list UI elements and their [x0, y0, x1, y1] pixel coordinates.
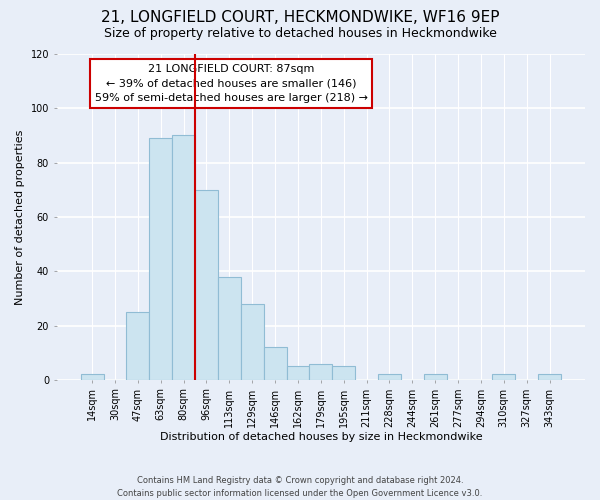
Bar	[538, 374, 561, 380]
Bar	[310, 364, 332, 380]
Bar	[195, 190, 218, 380]
Bar	[378, 374, 401, 380]
Bar	[493, 374, 515, 380]
Bar	[332, 366, 355, 380]
Bar	[172, 136, 195, 380]
Text: Contains HM Land Registry data © Crown copyright and database right 2024.
Contai: Contains HM Land Registry data © Crown c…	[118, 476, 482, 498]
Bar	[263, 347, 287, 380]
Y-axis label: Number of detached properties: Number of detached properties	[15, 129, 25, 304]
Bar	[424, 374, 446, 380]
Text: Size of property relative to detached houses in Heckmondwike: Size of property relative to detached ho…	[104, 28, 496, 40]
Bar	[149, 138, 172, 380]
Text: 21, LONGFIELD COURT, HECKMONDWIKE, WF16 9EP: 21, LONGFIELD COURT, HECKMONDWIKE, WF16 …	[101, 10, 499, 25]
X-axis label: Distribution of detached houses by size in Heckmondwike: Distribution of detached houses by size …	[160, 432, 482, 442]
Bar	[127, 312, 149, 380]
Bar	[287, 366, 310, 380]
Text: 21 LONGFIELD COURT: 87sqm
← 39% of detached houses are smaller (146)
59% of semi: 21 LONGFIELD COURT: 87sqm ← 39% of detac…	[95, 64, 368, 104]
Bar	[241, 304, 263, 380]
Bar	[81, 374, 104, 380]
Bar	[218, 276, 241, 380]
